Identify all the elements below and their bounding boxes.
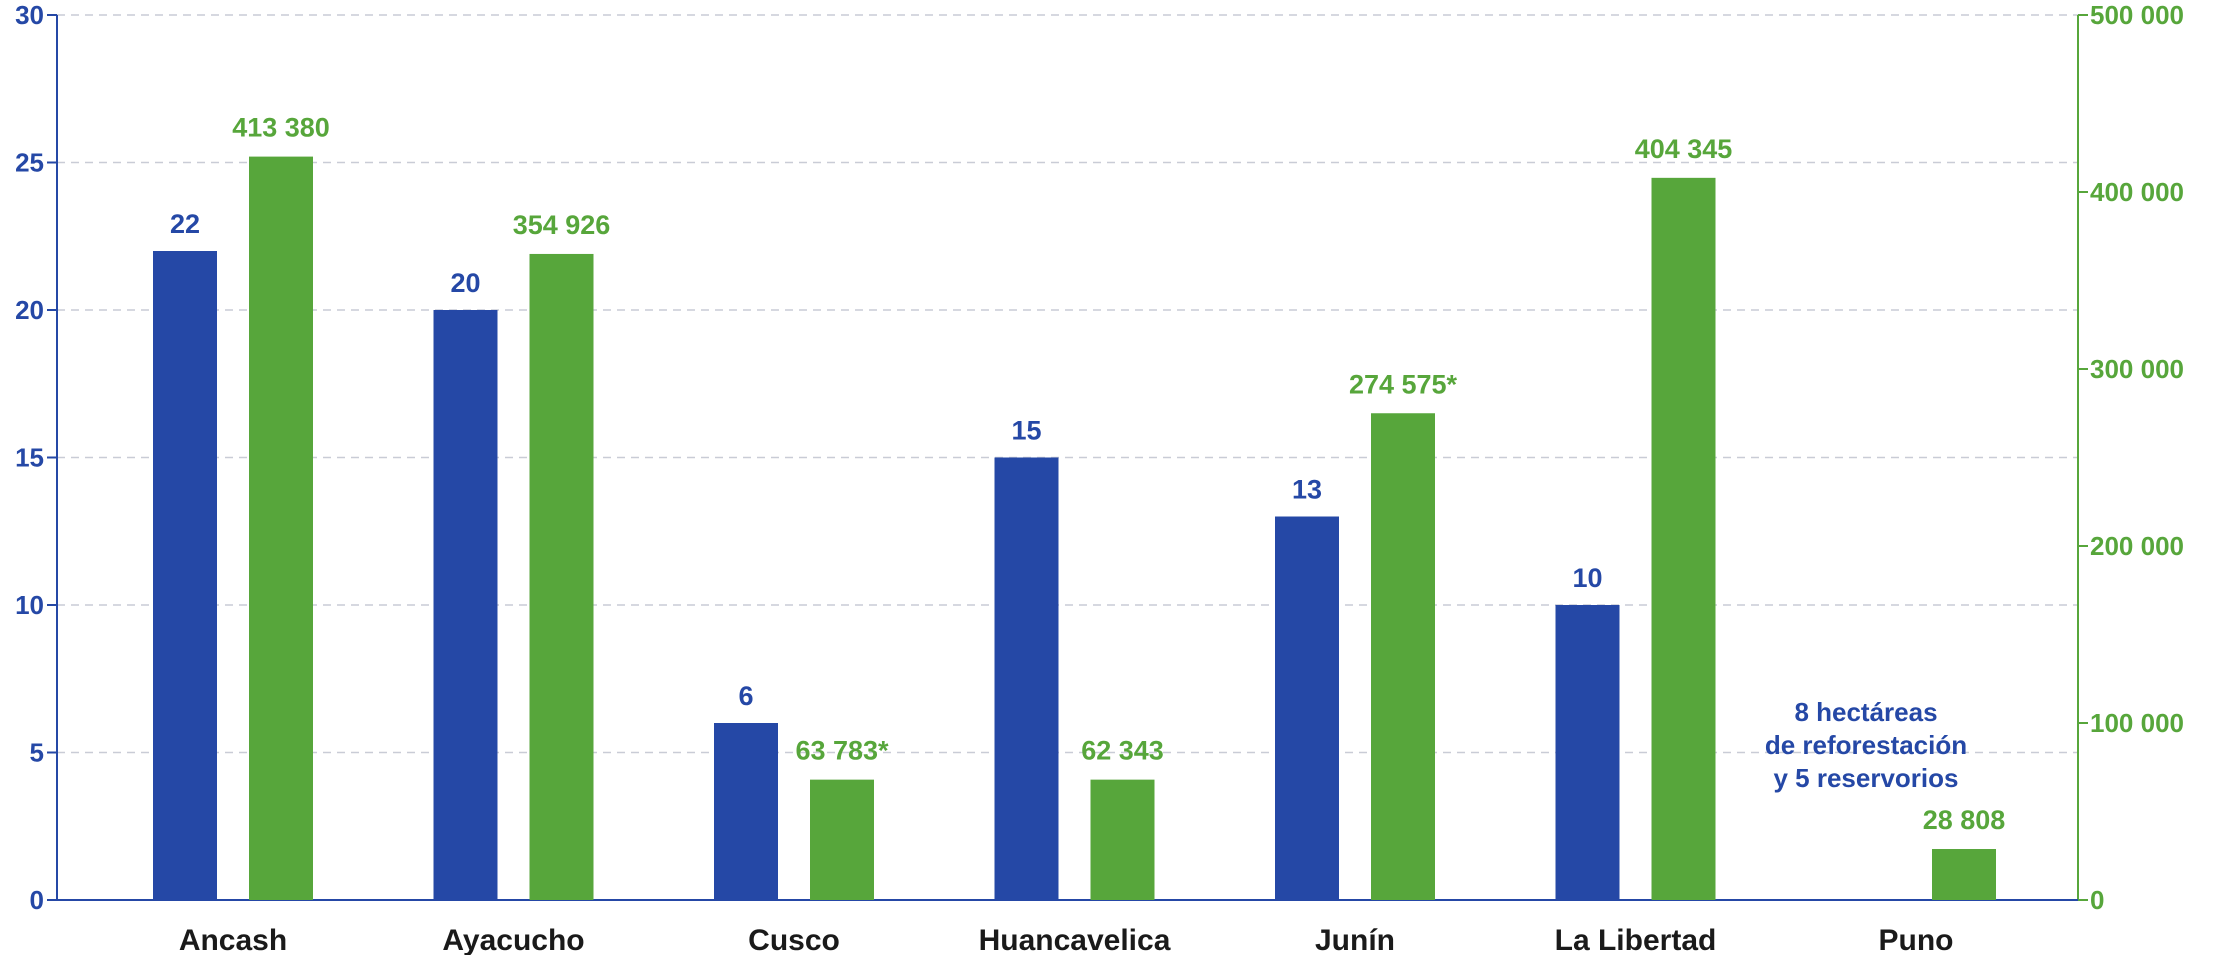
category-label: Huancavelica (979, 924, 1171, 955)
data-label-right: 413 380 (232, 113, 330, 143)
right-tick-label: 0 (2090, 885, 2104, 915)
data-label-right: 62 343 (1081, 736, 1164, 766)
bar-right-series (249, 156, 313, 901)
left-tick-label: 20 (15, 295, 44, 325)
data-label-left: 13 (1292, 475, 1322, 505)
left-tick-label: 15 (15, 443, 44, 473)
category-label: Junín (1315, 924, 1395, 955)
left-tick-label: 10 (15, 590, 44, 620)
bar-right-series (810, 779, 874, 900)
bar-right-series (1651, 177, 1716, 901)
left-tick-label: 30 (15, 0, 44, 30)
category-label: Cusco (748, 924, 840, 955)
data-labels: 22 413 380 20 354 926 6 63 783* 15 62 343 13 274 … (170, 113, 2005, 835)
data-label-right: 354 926 (513, 210, 611, 240)
data-label-left: 22 (170, 209, 200, 239)
data-label-right: 274 575* (1349, 369, 1458, 399)
left-tick-label: 5 (30, 738, 44, 768)
bar-right-series (529, 253, 594, 900)
right-tick-label: 400 000 (2090, 177, 2184, 207)
data-label-left: 10 (1572, 563, 1602, 593)
annotation-text: 8 hectáreas (1794, 697, 1937, 727)
bar-right-series (1932, 849, 1996, 900)
category-labels: Ancash Ayacucho Cusco Huancavelica Junín La L… (179, 924, 1954, 955)
right-tick-label: 300 000 (2090, 354, 2184, 384)
bar-right-series (1371, 413, 1435, 900)
bar-right-series (1090, 779, 1155, 900)
bar-left-series (433, 310, 498, 900)
data-label-left: 6 (738, 681, 753, 711)
bars (153, 156, 1996, 901)
left-tick-label: 0 (30, 885, 44, 915)
data-label-left: 20 (450, 268, 480, 298)
category-label: Puno (1879, 924, 1954, 955)
data-label-right: 404 345 (1635, 134, 1733, 164)
data-label-left: 15 (1011, 416, 1041, 446)
right-tick-label: 500 000 (2090, 0, 2184, 30)
category-label: Ayacucho (442, 924, 584, 955)
axes: 0 5 10 15 20 25 30 0 100 000 200 000 300 000 400 00… (15, 0, 2184, 915)
annotation-text: de reforestación (1765, 730, 1967, 760)
right-tick-label: 200 000 (2090, 531, 2184, 561)
data-label-right: 63 783* (795, 736, 889, 766)
right-tick-label: 100 000 (2090, 708, 2184, 738)
bar-left-series (994, 457, 1059, 900)
bar-left-series (1275, 516, 1339, 900)
bar-left-series (714, 723, 778, 900)
category-label: Ancash (179, 924, 287, 955)
gridlines (57, 14, 2078, 754)
bar-left-series (1555, 605, 1620, 900)
category-label: La Libertad (1555, 924, 1717, 955)
annotation-text: y 5 reservorios (1773, 763, 1958, 793)
bar-left-series (153, 251, 217, 900)
data-label-right: 28 808 (1923, 805, 2006, 835)
left-tick-label: 25 (15, 148, 44, 178)
